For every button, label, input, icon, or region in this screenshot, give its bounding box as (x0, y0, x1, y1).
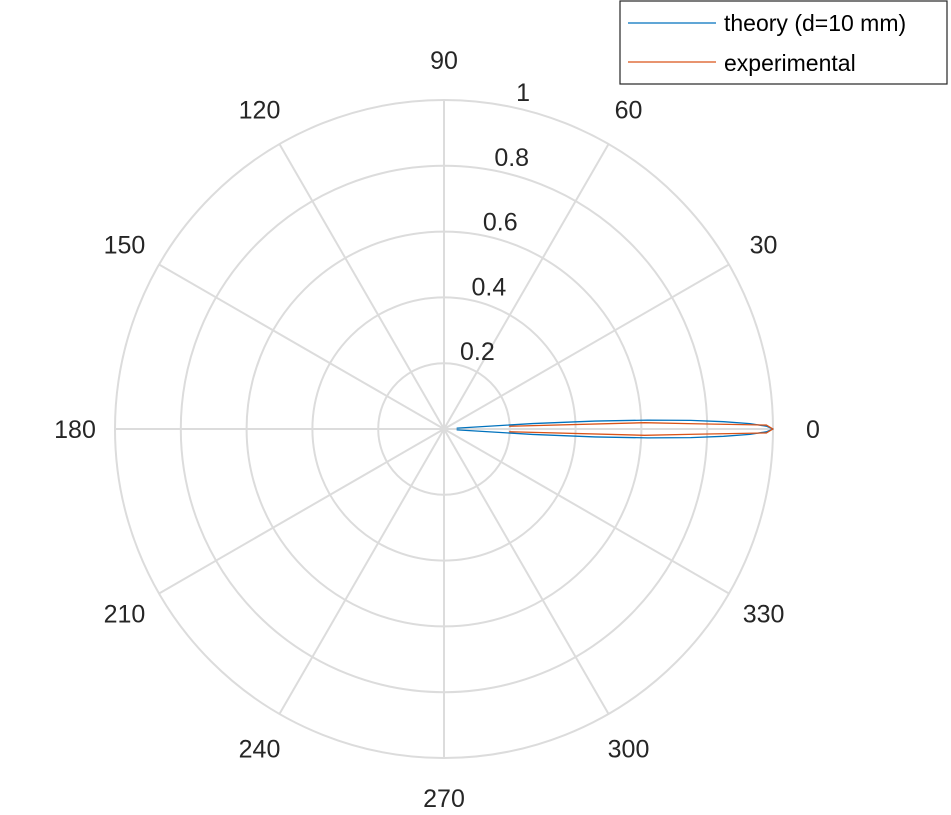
grid-spoke-60 (444, 144, 609, 429)
theta-tick-label: 60 (615, 96, 643, 124)
grid-spoke-300 (444, 429, 609, 714)
legend-label-theory: theory (d=10 mm) (724, 10, 906, 36)
r-tick-label: 0.6 (483, 209, 518, 237)
grid-spoke-330 (444, 429, 729, 594)
theta-tick-label: 300 (608, 736, 650, 764)
r-tick-label: 0.4 (471, 273, 506, 301)
legend-label-experimental: experimental (724, 50, 856, 76)
theta-tick-label: 330 (743, 601, 785, 629)
legend: theory (d=10 mm) experimental (620, 1, 947, 84)
grid-spoke-120 (280, 144, 445, 429)
grid-spoke-150 (159, 265, 444, 430)
theta-tick-label: 30 (750, 232, 778, 260)
theta-tick-label: 150 (104, 232, 146, 260)
theta-tick-label: 180 (54, 416, 96, 444)
r-tick-label: 1 (516, 79, 530, 107)
theta-tick-label: 120 (239, 96, 281, 124)
radial-tick-labels: 0.2 0.4 0.6 0.8 1 (460, 79, 530, 366)
theta-tick-label: 270 (423, 785, 465, 813)
theta-tick-label: 0 (806, 416, 820, 444)
theta-tick-label: 90 (430, 47, 458, 75)
theta-tick-label: 210 (104, 601, 146, 629)
angular-grid (115, 100, 773, 758)
r-tick-label: 0.2 (460, 338, 495, 366)
theta-tick-label: 240 (239, 736, 281, 764)
grid-spoke-240 (280, 429, 445, 714)
r-tick-label: 0.8 (494, 144, 529, 172)
grid-spoke-210 (159, 429, 444, 594)
